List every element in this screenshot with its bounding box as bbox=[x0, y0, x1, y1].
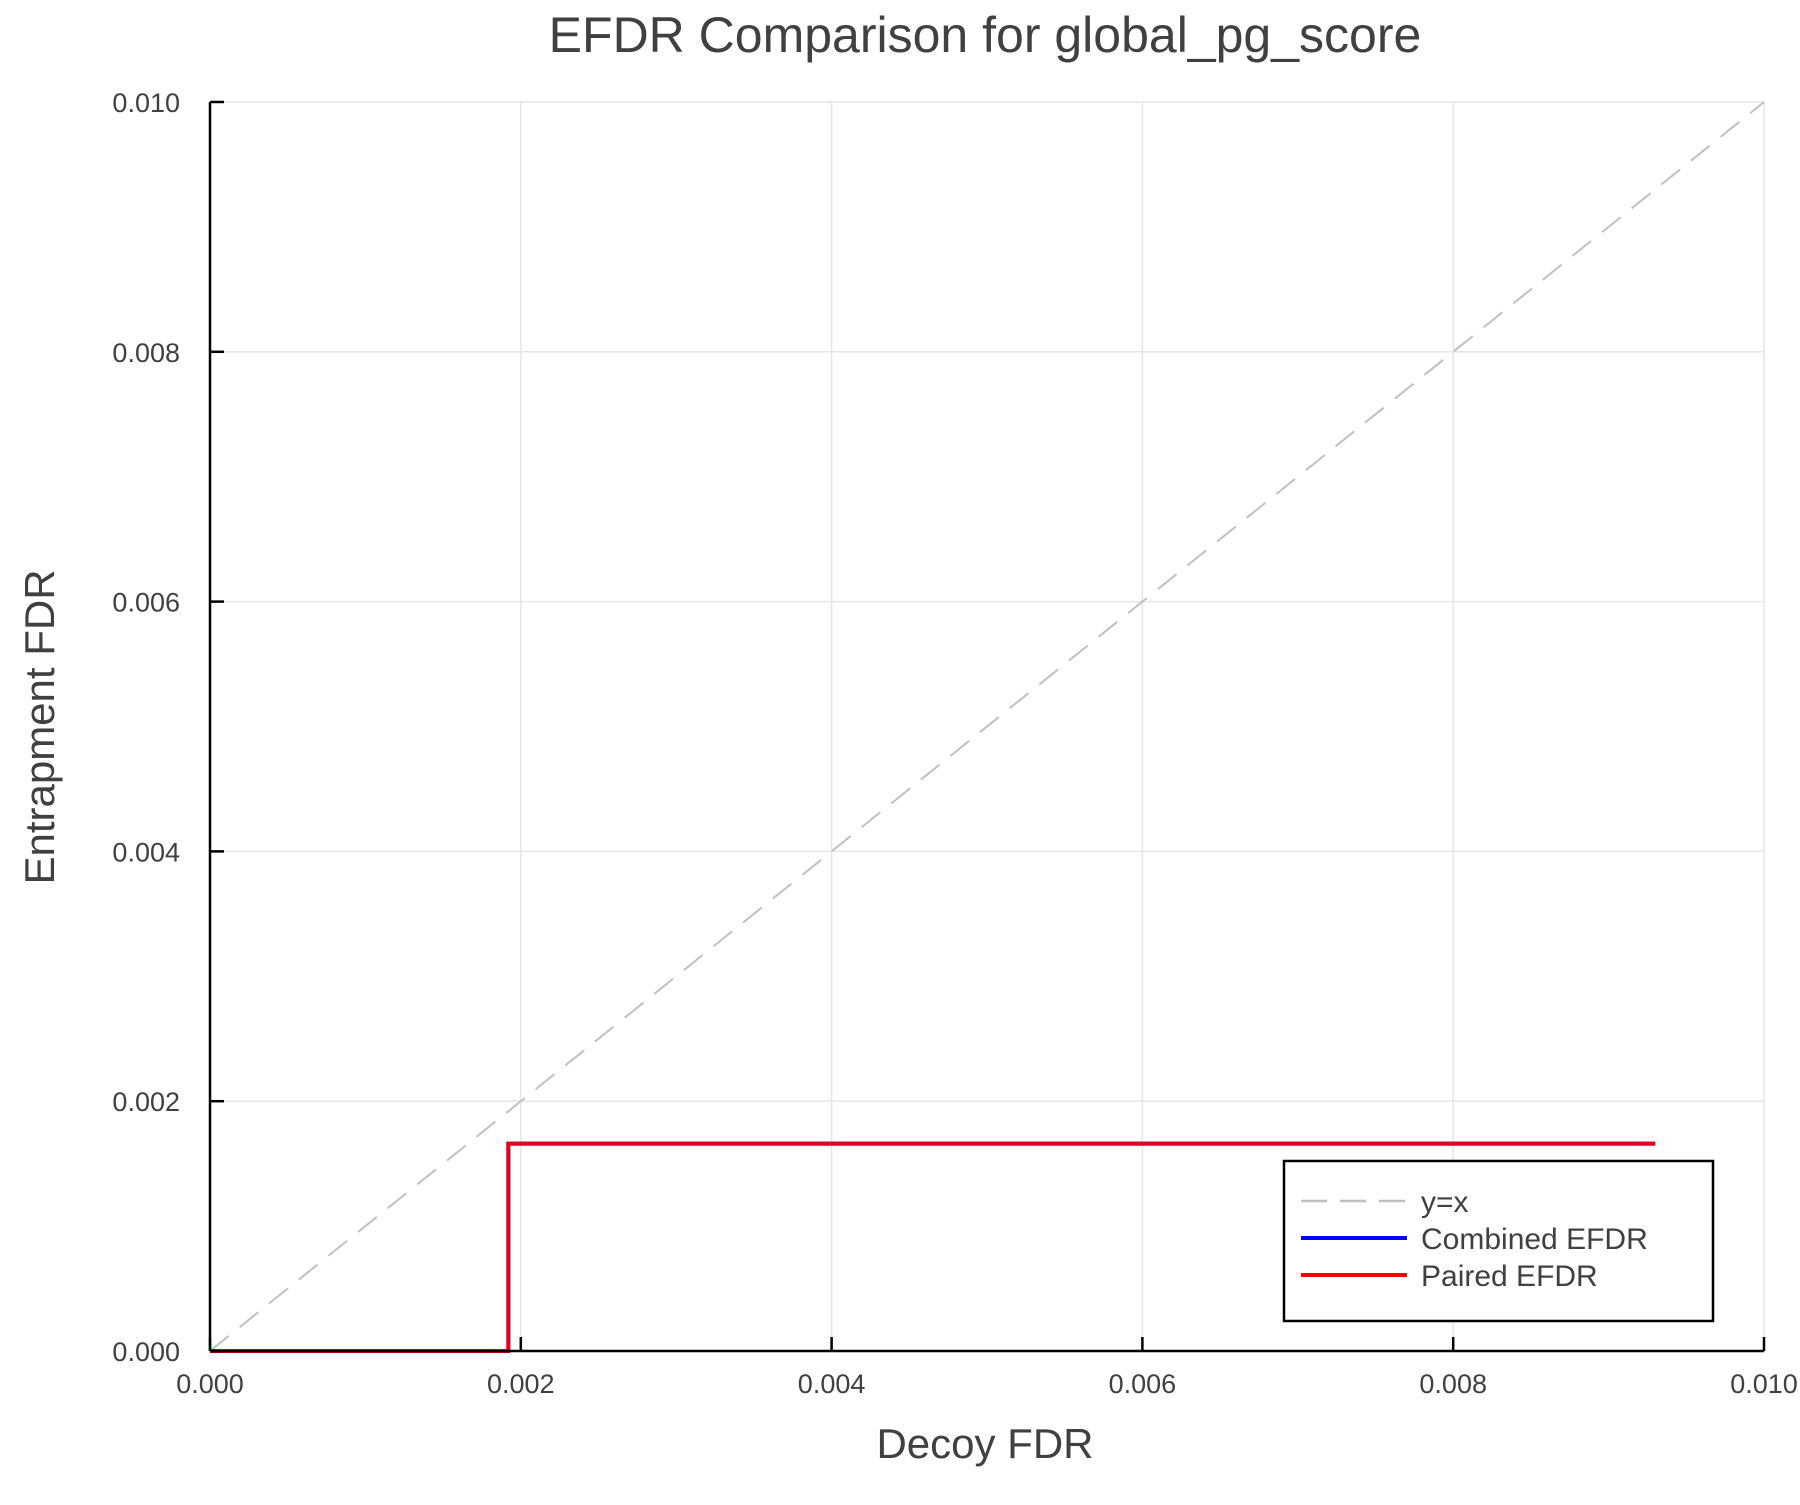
x-tick-label: 0.008 bbox=[1419, 1369, 1487, 1399]
y-tick-label: 0.002 bbox=[112, 1087, 180, 1117]
x-axis-label: Decoy FDR bbox=[876, 1420, 1093, 1467]
y-tick-label: 0.006 bbox=[112, 588, 180, 618]
y-tick-label: 0.008 bbox=[112, 338, 180, 368]
legend-label: Paired EFDR bbox=[1421, 1260, 1598, 1293]
legend: y=x Combined EFDR Paired EFDR bbox=[1282, 1159, 1715, 1323]
x-tick-label: 0.002 bbox=[487, 1369, 555, 1399]
legend-label: Combined EFDR bbox=[1421, 1223, 1648, 1256]
legend-box bbox=[1282, 1159, 1715, 1323]
x-tick-label: 0.010 bbox=[1730, 1369, 1798, 1399]
y-tick-label: 0.000 bbox=[112, 1337, 180, 1367]
series-line-y-x bbox=[209, 101, 1765, 1352]
y-axis-label: Entrapment FDR bbox=[16, 569, 63, 884]
y-tick-label: 0.010 bbox=[112, 88, 180, 118]
x-tick-label: 0.004 bbox=[798, 1369, 866, 1399]
x-tick-label: 0.006 bbox=[1109, 1369, 1177, 1399]
legend-label: y=x bbox=[1421, 1186, 1469, 1219]
y-tick-label: 0.004 bbox=[112, 837, 180, 867]
x-tick-label: 0.000 bbox=[176, 1369, 244, 1399]
chart-title: EFDR Comparison for global_pg_score bbox=[549, 7, 1422, 63]
